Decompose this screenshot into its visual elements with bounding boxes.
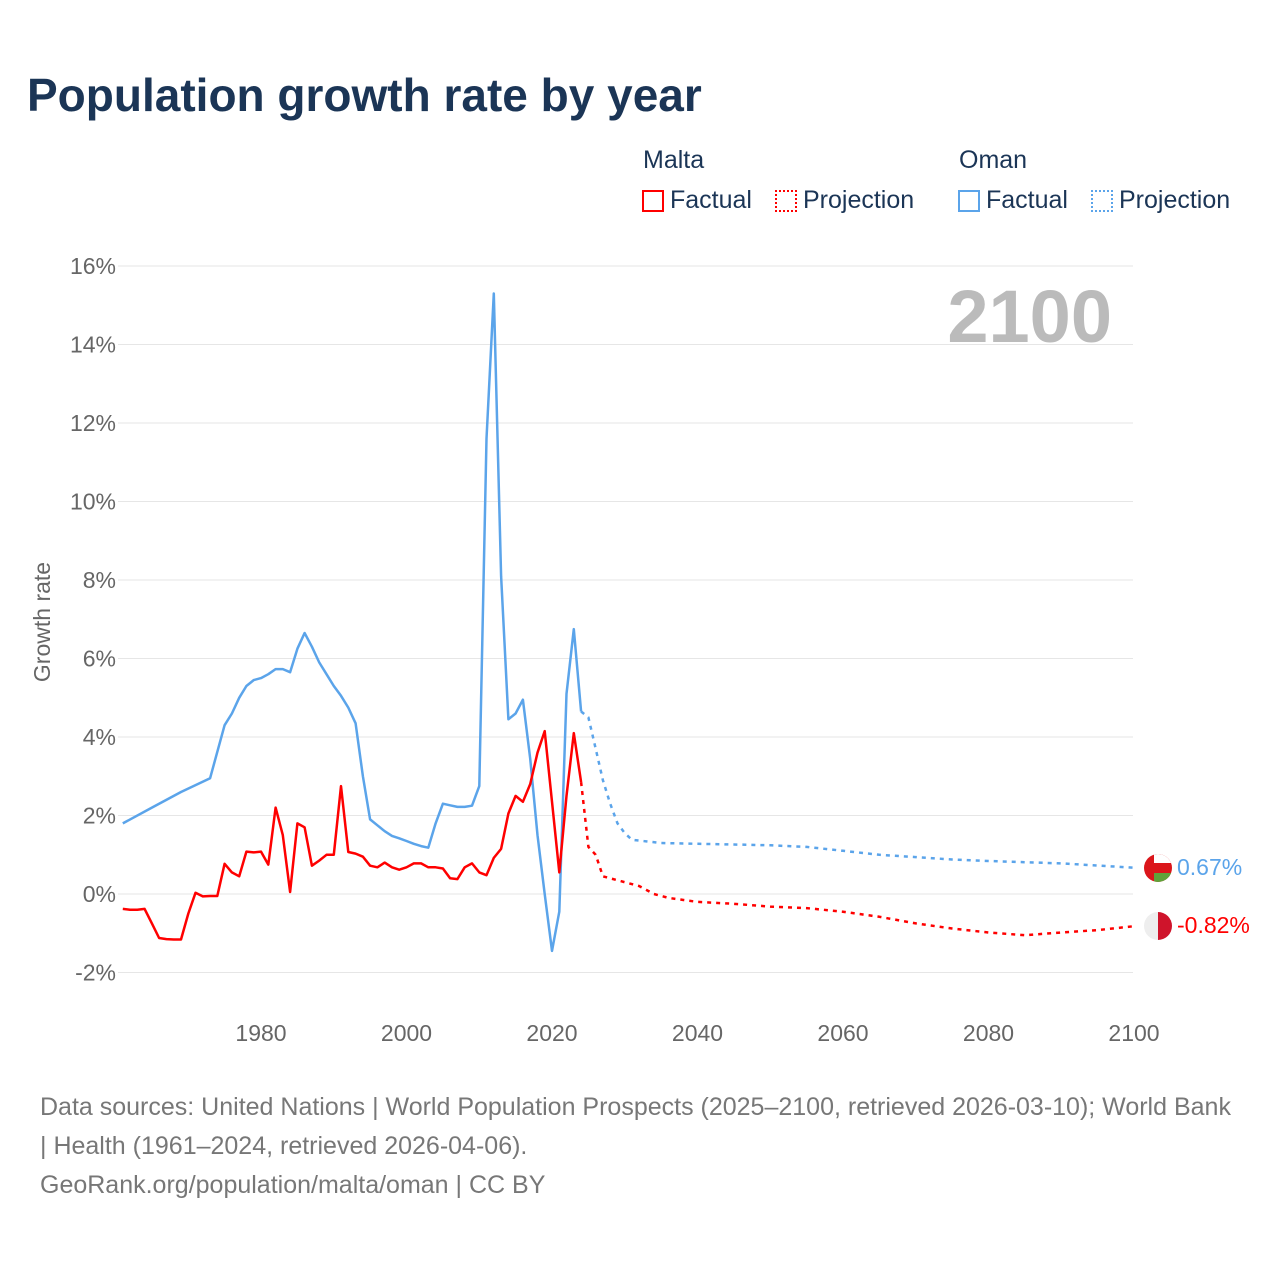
y-tick-label: 16% xyxy=(70,253,116,279)
oman-flag-icon xyxy=(1144,854,1172,882)
malta-factual-line xyxy=(122,729,583,941)
swatch-solid-icon xyxy=(642,189,664,212)
x-tick-label: 2000 xyxy=(381,1020,432,1046)
chart-title: Population growth rate by year xyxy=(27,69,702,121)
legend-oman-projection[interactable]: Projection xyxy=(1091,186,1230,215)
swatch-solid-icon xyxy=(958,189,980,212)
footer: Data sources: United Nations | World Pop… xyxy=(40,1088,1240,1205)
chart-plot: -2% 0% 2% 4% 6% 8% 10% 12% 14% 16% 1980 2000 2020 204… xyxy=(29,253,1250,1046)
legend-label: Factual xyxy=(670,186,752,214)
x-tick-label: 2040 xyxy=(672,1020,723,1046)
y-tick-label: 4% xyxy=(83,724,116,750)
x-tick-label: 2020 xyxy=(526,1020,577,1046)
legend-label: Projection xyxy=(803,186,915,214)
oman-projection-line xyxy=(580,710,1135,869)
oman-factual-line xyxy=(122,292,583,953)
malta-flag-icon xyxy=(1144,912,1172,940)
malta-projection-line xyxy=(579,781,1135,937)
y-tick-label: 14% xyxy=(70,332,116,358)
legend-label: Projection xyxy=(1119,186,1231,214)
swatch-dotted-icon xyxy=(1091,189,1113,212)
y-tick-label: -2% xyxy=(75,960,116,986)
y-tick-label: 0% xyxy=(83,881,116,907)
x-tick-label: 1980 xyxy=(235,1020,286,1046)
legend-group-malta: Malta xyxy=(643,146,705,174)
legend-oman-factual[interactable]: Factual xyxy=(958,186,1068,215)
y-axis-label: Growth rate xyxy=(29,562,55,682)
legend-malta-projection[interactable]: Projection xyxy=(775,186,914,215)
y-tick-label: 10% xyxy=(70,489,116,515)
y-tick-label: 8% xyxy=(83,567,116,593)
legend-label: Factual xyxy=(986,186,1068,214)
legend-malta-factual[interactable]: Factual xyxy=(642,186,752,215)
y-tick-label: 12% xyxy=(70,410,116,436)
legend-group-oman: Oman xyxy=(959,146,1028,174)
y-tick-label: 2% xyxy=(83,803,116,829)
x-tick-label: 2100 xyxy=(1108,1020,1159,1046)
swatch-dotted-icon xyxy=(775,189,797,212)
year-watermark: 2100 xyxy=(947,275,1112,358)
x-tick-label: 2080 xyxy=(963,1020,1014,1046)
x-tick-label: 2060 xyxy=(817,1020,868,1046)
credit-link[interactable]: GeoRank.org/population/malta/oman | CC B… xyxy=(40,1171,546,1199)
malta-end-label: -0.82% xyxy=(1177,912,1250,938)
y-tick-label: 6% xyxy=(83,646,116,672)
oman-end-label: 0.67% xyxy=(1177,854,1242,880)
data-sources: Data sources: United Nations | World Pop… xyxy=(40,1093,1231,1160)
